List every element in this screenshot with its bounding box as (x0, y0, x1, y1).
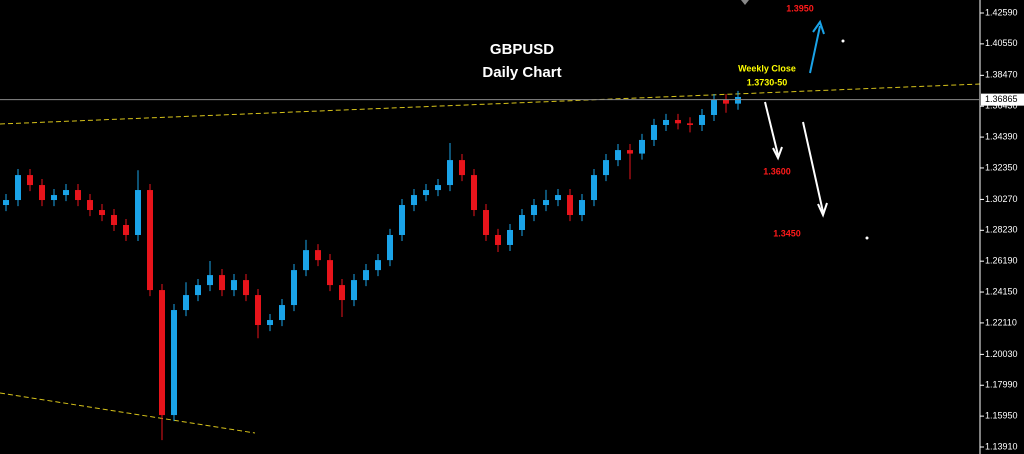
candle-body (399, 205, 405, 235)
candle-body (495, 234, 501, 245)
y-tick-label: 1.13910 (985, 441, 1018, 451)
candle-body (99, 210, 105, 216)
annotation: Weekly Close (738, 63, 796, 73)
candle-body (159, 290, 165, 416)
candle-body (327, 260, 333, 286)
trend-line (0, 83, 981, 125)
candle-body (579, 200, 585, 216)
annotation: 1.3600 (763, 166, 791, 176)
candle-body (615, 150, 621, 161)
candle-body (735, 96, 741, 104)
y-tick-label: 1.24150 (985, 286, 1018, 296)
trend-line (0, 392, 256, 434)
candle-body (387, 234, 393, 261)
candle-body (207, 275, 213, 286)
candle-body (555, 195, 561, 201)
candle-body (603, 160, 609, 176)
candle-body (171, 310, 177, 416)
candle-body (675, 119, 681, 124)
candle-body (411, 195, 417, 206)
candles (3, 90, 741, 441)
chart-subtitle: Daily Chart (482, 64, 561, 81)
candle-body (183, 295, 189, 311)
candle-body (435, 185, 441, 191)
candle-body (303, 250, 309, 271)
candle-body (447, 160, 453, 186)
candle-body (3, 200, 9, 206)
candle-body (243, 280, 249, 296)
candle-body (147, 190, 153, 291)
candle-body (699, 114, 705, 125)
arrows (764, 19, 869, 240)
candle-body (267, 320, 273, 326)
candle-body (627, 150, 633, 154)
candle-body (375, 260, 381, 271)
candle-body (651, 124, 657, 140)
candle-body (531, 205, 537, 216)
y-tick-label: 1.34390 (985, 131, 1018, 141)
candle-body (639, 139, 645, 154)
annotation: 1.3450 (773, 228, 801, 238)
candle-body (315, 250, 321, 261)
marker (741, 0, 749, 5)
y-tick-label: 1.28230 (985, 225, 1018, 235)
candle-body (135, 190, 141, 235)
candle-body (471, 175, 477, 211)
y-tick-label: 1.38470 (985, 70, 1018, 80)
candle-body (219, 275, 225, 291)
candle-body (39, 185, 45, 201)
candle-body (87, 200, 93, 211)
candle-body (591, 175, 597, 201)
candle-body (123, 225, 129, 235)
candle-body (723, 100, 729, 104)
candle-body (351, 280, 357, 301)
candle-body (363, 270, 369, 281)
candle-body (15, 175, 21, 201)
tick-layer: 1.425901.405501.384701.364301.343901.323… (980, 7, 1018, 451)
y-tick-label: 1.32350 (985, 162, 1018, 172)
candle-body (483, 210, 489, 235)
candle-body (663, 119, 669, 125)
y-tick-label: 1.26190 (985, 256, 1018, 266)
y-tick-label: 1.17990 (985, 380, 1018, 390)
candle-body (507, 229, 513, 245)
chart-title: GBPUSD (490, 41, 554, 58)
candle-body (543, 200, 549, 206)
y-tick-label: 1.15950 (985, 410, 1018, 420)
candle-body (687, 123, 693, 125)
candle-body (195, 285, 201, 296)
candle-body (291, 270, 297, 306)
candle-body (255, 295, 261, 326)
y-tick-label: 1.22110 (985, 317, 1017, 327)
current-price-box (981, 93, 1024, 106)
current-price-label: 1.36865 (985, 94, 1018, 104)
y-tick-label: 1.20030 (985, 349, 1018, 359)
candle-body (519, 215, 525, 230)
current-price-layer: 1.36865 (0, 93, 1024, 106)
candle-body (567, 195, 573, 216)
annotation: 1.3730-50 (747, 77, 788, 87)
candle-body (423, 190, 429, 196)
candle-body (75, 190, 81, 201)
candle-body (459, 160, 465, 176)
candle-body (111, 215, 117, 226)
y-tick-label: 1.40550 (985, 38, 1018, 48)
annotation: 1.3950 (786, 3, 814, 13)
y-tick-label: 1.30270 (985, 194, 1018, 204)
y-tick-label: 1.42590 (985, 7, 1018, 17)
candle-body (279, 305, 285, 321)
candle-body (51, 195, 57, 201)
candle-body (63, 190, 69, 196)
candle-body (27, 175, 33, 186)
candle-body (231, 280, 237, 291)
candle-body (339, 285, 345, 301)
candle-body (711, 100, 717, 115)
